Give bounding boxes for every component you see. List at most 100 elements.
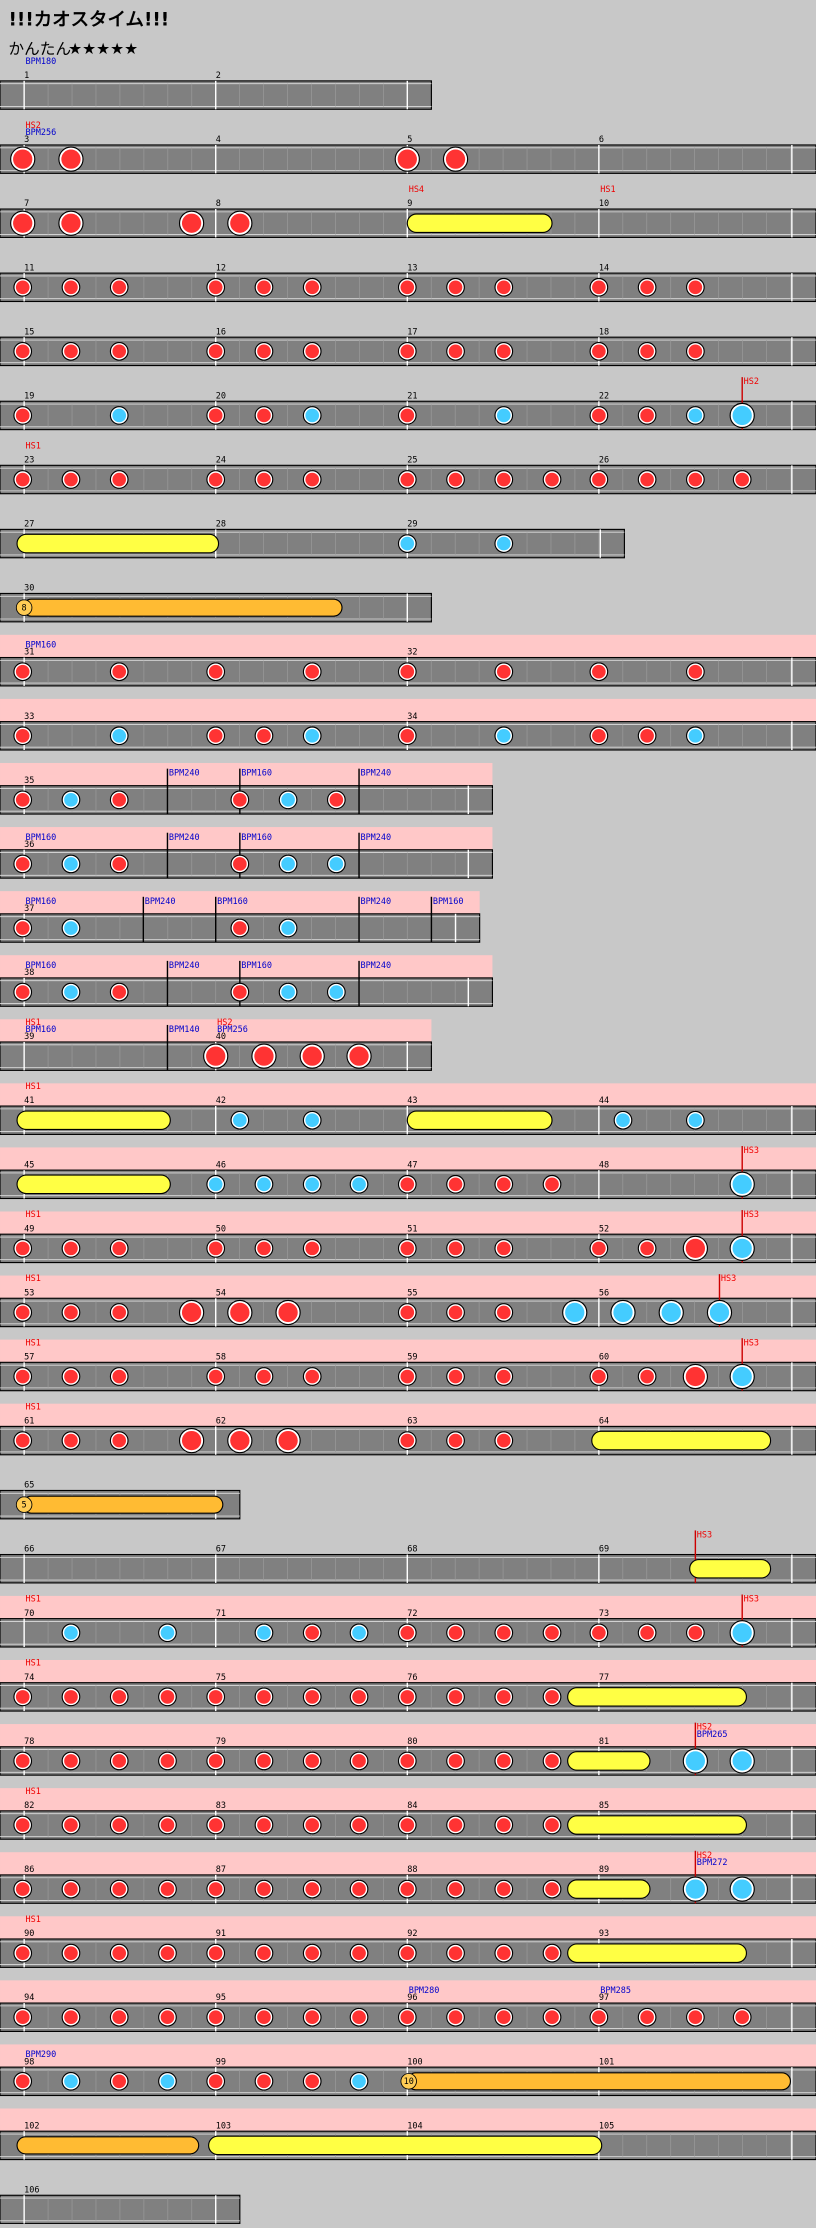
note-face bbox=[160, 1946, 175, 1960]
measure-number: 48 bbox=[599, 1160, 609, 1170]
note-face bbox=[15, 2010, 30, 2025]
measure-number: 75 bbox=[216, 1673, 226, 1683]
bpm-label: BPM256 bbox=[217, 1025, 248, 1035]
scroll-band bbox=[0, 1339, 816, 1363]
note-face bbox=[496, 1754, 511, 1768]
note-face bbox=[448, 472, 463, 487]
note-face bbox=[640, 2010, 654, 2025]
scroll-label: HS1 bbox=[26, 1018, 41, 1028]
note-face bbox=[15, 2074, 30, 2089]
note-face bbox=[688, 1113, 703, 1128]
big-note-face bbox=[565, 1302, 585, 1323]
drumroll bbox=[16, 533, 220, 554]
measure-number: 85 bbox=[599, 1801, 609, 1811]
note-face bbox=[448, 1946, 463, 1960]
bpm-label: BPM160 bbox=[241, 833, 272, 843]
scroll-label: HS3 bbox=[744, 1595, 759, 1605]
measure-number: 12 bbox=[216, 263, 226, 273]
note-face bbox=[400, 2010, 415, 2025]
big-note-face bbox=[732, 1238, 752, 1259]
big-note-face bbox=[13, 149, 33, 169]
measure-number: 36 bbox=[24, 840, 34, 850]
note-face bbox=[257, 1818, 271, 1832]
measure-number: 17 bbox=[407, 327, 417, 337]
big-note-face bbox=[230, 1430, 250, 1451]
scroll-label: HS3 bbox=[721, 1274, 736, 1284]
note-face bbox=[15, 280, 30, 295]
note-face bbox=[400, 536, 415, 551]
bpm-label: BPM160 bbox=[433, 897, 464, 907]
measure-number: 106 bbox=[24, 2185, 39, 2195]
bpm-label: BPM240 bbox=[360, 961, 391, 971]
note-face bbox=[640, 1369, 654, 1384]
note-face bbox=[208, 1754, 223, 1768]
note-face bbox=[208, 472, 223, 487]
balloon bbox=[22, 598, 343, 617]
measure-number: 87 bbox=[216, 1865, 226, 1875]
measure-number: 57 bbox=[24, 1352, 34, 1362]
note-face bbox=[352, 1690, 366, 1704]
balloon bbox=[406, 2072, 792, 2091]
scroll-label: HS2 bbox=[217, 1018, 232, 1028]
big-note-face bbox=[685, 1366, 706, 1387]
note-face bbox=[545, 2010, 559, 2025]
big-note-face bbox=[61, 213, 81, 233]
note-face bbox=[257, 1369, 271, 1384]
scroll-band bbox=[0, 698, 816, 722]
note-face bbox=[305, 1177, 320, 1192]
measure-number: 74 bbox=[24, 1673, 34, 1683]
big-note-face bbox=[732, 1366, 752, 1387]
measure-number: 20 bbox=[216, 391, 226, 401]
note-face bbox=[112, 664, 127, 679]
measure-number: 25 bbox=[407, 455, 417, 465]
note-face bbox=[15, 1369, 30, 1384]
note-face bbox=[496, 1818, 511, 1832]
note-face bbox=[160, 1625, 175, 1640]
note-face bbox=[496, 1882, 511, 1896]
note-face bbox=[305, 728, 320, 743]
bpm-label: BPM160 bbox=[241, 769, 272, 779]
note-face bbox=[688, 472, 703, 487]
note-face bbox=[15, 1754, 30, 1768]
note-face bbox=[15, 793, 30, 807]
measure-number: 11 bbox=[24, 263, 34, 273]
note-face bbox=[400, 1177, 415, 1192]
note-face bbox=[233, 857, 247, 871]
note-face bbox=[257, 280, 271, 295]
note-face bbox=[305, 1113, 320, 1128]
bpm-label: BPM240 bbox=[145, 897, 176, 907]
big-note-face bbox=[661, 1302, 681, 1323]
note-face bbox=[64, 280, 78, 295]
note-face bbox=[616, 1113, 630, 1128]
note-face bbox=[400, 1369, 415, 1384]
scroll-label: HS1 bbox=[26, 1595, 41, 1605]
measure-number: 21 bbox=[407, 391, 417, 401]
note-face bbox=[735, 2010, 750, 2025]
big-note-face bbox=[685, 1751, 706, 1771]
note-face bbox=[15, 472, 30, 487]
measure-number: 33 bbox=[24, 712, 34, 722]
note-face bbox=[15, 1690, 30, 1704]
drumroll bbox=[591, 1430, 772, 1451]
measure-number: 90 bbox=[24, 1929, 34, 1939]
measure-number: 103 bbox=[216, 2121, 231, 2131]
bpm-label: BPM160 bbox=[26, 1025, 57, 1035]
bpm-label: BPM160 bbox=[26, 897, 57, 907]
scroll-band bbox=[0, 1916, 816, 1939]
scroll-label: HS1 bbox=[26, 1915, 41, 1925]
note-face bbox=[112, 280, 127, 295]
note-face bbox=[352, 1882, 366, 1896]
measure-number: 39 bbox=[24, 1032, 34, 1042]
note-face bbox=[545, 1690, 559, 1704]
measure-number: 23 bbox=[24, 455, 34, 465]
note-face bbox=[496, 280, 511, 295]
note-face bbox=[496, 1369, 511, 1384]
measure-number: 95 bbox=[216, 1993, 226, 2003]
note-face bbox=[448, 1754, 463, 1768]
measure-number: 77 bbox=[599, 1673, 609, 1683]
measure-number: 68 bbox=[407, 1545, 417, 1555]
scroll-band bbox=[0, 762, 493, 786]
measure-number: 91 bbox=[216, 1929, 226, 1939]
measure-number: 29 bbox=[407, 520, 417, 530]
note-face bbox=[208, 728, 223, 743]
